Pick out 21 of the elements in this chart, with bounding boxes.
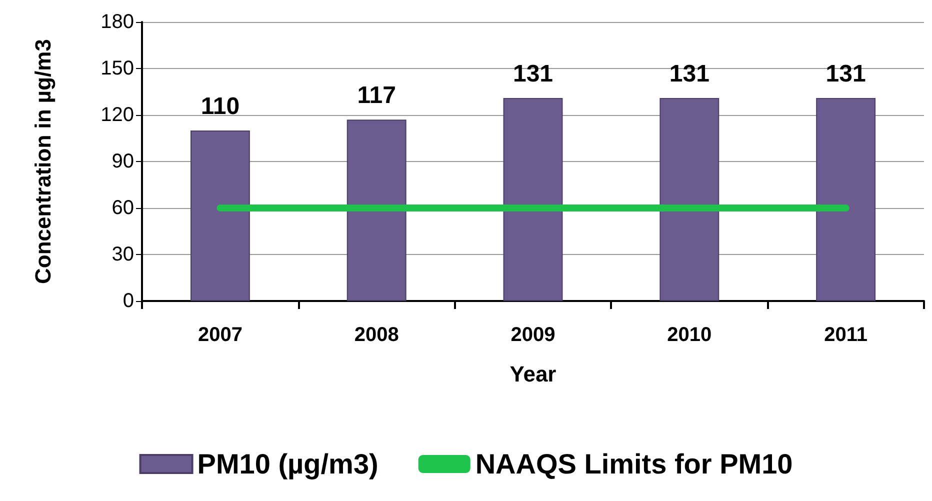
y-tick-label: 60 [112, 197, 134, 219]
data-label: 117 [357, 82, 396, 110]
x-tick-label: 2007 [198, 324, 242, 346]
x-tick-label: 2009 [510, 324, 556, 346]
y-tick-label: 150 [100, 58, 134, 80]
x-tick-label: 2011 [824, 324, 868, 346]
y-tick-label: 0 [122, 290, 134, 312]
data-label: 131 [826, 60, 866, 88]
x-tick-label: 2010 [667, 324, 712, 346]
data-label: 131 [669, 60, 710, 88]
legend-label: PM10 (µg/m3) [197, 448, 378, 480]
y-axis-title: Concentration in µg/m3 [30, 39, 56, 284]
data-label: 131 [512, 60, 554, 88]
data-label: 110 [200, 93, 240, 120]
y-tick-label: 30 [112, 244, 134, 266]
y-tick-label: 180 [100, 11, 134, 33]
y-tick-label: 90 [112, 150, 134, 172]
x-axis-title: Year [510, 362, 557, 386]
x-tick-label: 2008 [354, 324, 399, 346]
legend-label: NAAQS Limits for PM10 [475, 448, 793, 480]
y-tick-label: 120 [100, 104, 134, 126]
